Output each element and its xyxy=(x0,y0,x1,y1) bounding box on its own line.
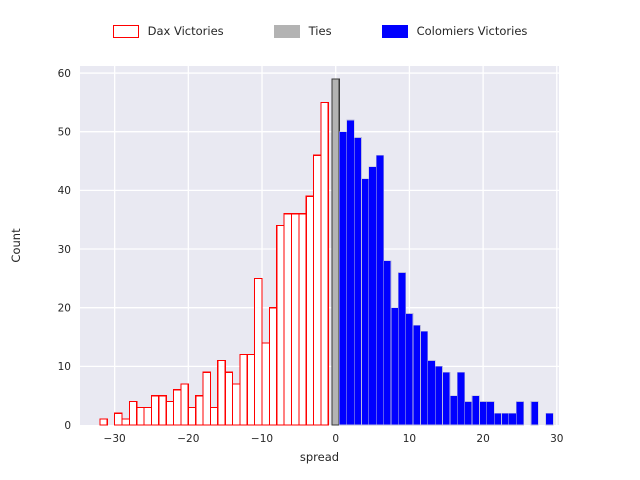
bar-dax-victories xyxy=(143,406,153,426)
bar-colomiers-victories xyxy=(449,395,458,426)
bar-colomiers-victories xyxy=(442,371,451,426)
bar-colomiers-victories xyxy=(412,324,421,426)
x-tick-label: −30 xyxy=(104,433,126,445)
bar-colomiers-victories xyxy=(486,401,495,426)
legend-label-colomiers-victories: Colomiers Victories xyxy=(416,24,528,38)
bar-colomiers-victories xyxy=(479,401,488,426)
bar-dax-victories xyxy=(224,371,234,426)
legend-item-colomiers-victories: Colomiers Victories xyxy=(381,24,528,38)
bar-dax-victories xyxy=(158,395,167,426)
y-tick-label: 60 xyxy=(58,68,71,80)
bar-colomiers-victories xyxy=(464,401,473,426)
bar-colomiers-victories xyxy=(361,178,370,426)
legend-item-ties: Ties xyxy=(273,24,332,38)
bar-colomiers-victories xyxy=(390,307,399,426)
bar-dax-victories xyxy=(305,195,315,426)
x-axis-label: spread xyxy=(300,450,339,464)
bar-dax-victories xyxy=(128,400,138,426)
bar-dax-victories xyxy=(195,395,204,426)
bar-dax-victories xyxy=(254,277,263,426)
bar-dax-victories xyxy=(261,342,270,426)
bar-dax-victories xyxy=(165,400,175,426)
bar-colomiers-victories xyxy=(493,412,502,426)
x-tick-label: 30 xyxy=(550,433,563,445)
y-tick-label: 10 xyxy=(58,361,71,373)
bar-colomiers-victories xyxy=(375,154,384,426)
x-tick-label: −20 xyxy=(177,433,199,445)
bar-dax-victories xyxy=(320,101,329,426)
bar-dax-victories xyxy=(283,213,293,426)
legend-label-ties: Ties xyxy=(308,24,332,38)
bar-colomiers-victories xyxy=(427,360,436,426)
bar-dax-victories xyxy=(209,406,219,426)
bar-dax-victories xyxy=(180,383,189,426)
bar-colomiers-victories xyxy=(508,412,517,426)
bar-dax-victories xyxy=(202,371,212,426)
bar-dax-victories xyxy=(99,418,108,426)
bar-colomiers-victories xyxy=(346,119,355,426)
bar-colomiers-victories xyxy=(420,330,429,426)
y-tick-label: 50 xyxy=(58,126,71,138)
dax-victories-swatch-icon xyxy=(112,24,139,38)
legend-item-dax-victories: Dax Victories xyxy=(112,24,224,38)
colomiers-victories-swatch-icon xyxy=(381,24,408,38)
bar-ties xyxy=(331,78,341,426)
bar-dax-victories xyxy=(246,354,256,426)
legend: Dax Victories Ties Colomiers Victories xyxy=(0,24,640,38)
bar-dax-victories xyxy=(172,389,182,426)
bar-colomiers-victories xyxy=(398,272,407,426)
bar-dax-victories xyxy=(187,406,197,426)
bar-colomiers-victories xyxy=(434,365,443,426)
legend-label-dax-victories: Dax Victories xyxy=(147,24,224,38)
bar-colomiers-victories xyxy=(471,395,480,426)
bar-colomiers-victories xyxy=(545,412,554,426)
bar-dax-victories xyxy=(136,406,145,426)
bar-dax-victories xyxy=(217,359,226,426)
bar-colomiers-victories xyxy=(368,166,377,426)
bar-dax-victories xyxy=(239,354,248,426)
x-tick-label: 0 xyxy=(332,433,339,445)
bar-colomiers-victories xyxy=(456,371,466,426)
bar-colomiers-victories xyxy=(501,412,510,426)
bar-dax-victories xyxy=(268,307,278,426)
bar-dax-victories xyxy=(114,412,123,426)
y-tick-label: 40 xyxy=(58,185,71,197)
y-tick-label: 20 xyxy=(58,302,71,314)
bar-colomiers-victories xyxy=(353,137,362,426)
bar-colomiers-victories xyxy=(530,401,539,426)
x-tick-label: −10 xyxy=(251,433,273,445)
bar-colomiers-victories xyxy=(405,313,414,426)
bar-colomiers-victories xyxy=(515,401,524,426)
x-tick-label: 10 xyxy=(403,433,416,445)
bar-dax-victories xyxy=(276,224,285,426)
bar-colomiers-victories xyxy=(339,131,348,426)
bar-dax-victories xyxy=(231,383,241,426)
bar-dax-victories xyxy=(313,154,322,426)
bar-dax-victories xyxy=(121,418,130,426)
bar-dax-victories xyxy=(290,213,300,426)
y-axis-label: Count xyxy=(9,228,23,263)
bar-dax-victories xyxy=(150,395,160,426)
bar-colomiers-victories xyxy=(383,260,392,426)
ties-swatch-icon xyxy=(273,24,300,38)
y-tick-label: 30 xyxy=(58,244,71,256)
x-tick-label: 20 xyxy=(476,433,489,445)
bar-dax-victories xyxy=(298,213,307,426)
y-tick-label: 0 xyxy=(64,420,71,432)
